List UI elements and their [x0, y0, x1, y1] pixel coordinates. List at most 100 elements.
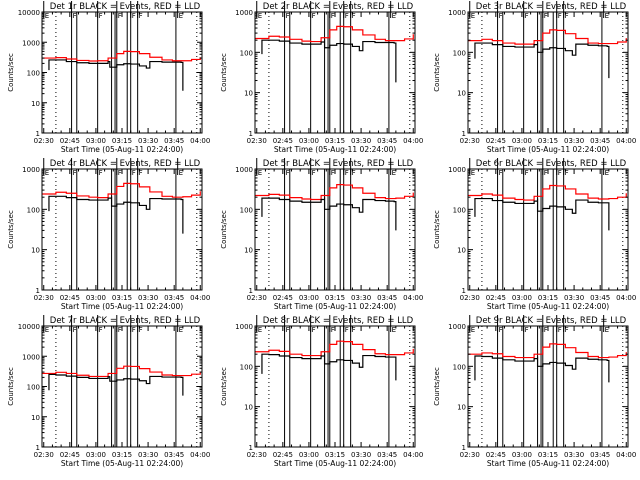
flag-label: E — [605, 12, 609, 20]
flag-label: E — [258, 169, 262, 177]
flag-label: E — [45, 326, 49, 334]
flag-label: F — [345, 12, 349, 20]
y-tick-label: 100 — [453, 206, 466, 214]
flag-label: F — [139, 326, 143, 334]
x-tick-label: 03:30 — [138, 294, 158, 302]
x-tick-label: 02:30 — [247, 294, 267, 302]
panel-title: Det 4r BLACK = Events, RED = LLD — [50, 159, 201, 169]
x-tick-label: 03:00 — [299, 137, 319, 145]
y-tick-label: 1 — [462, 444, 466, 452]
flag-label: E — [258, 326, 262, 334]
x-tick-label: 03:45 — [590, 451, 610, 459]
x-axis-label: Start Time (05-Aug-11 02:24:00) — [274, 145, 396, 154]
y-tick-label: 1 — [36, 287, 40, 295]
y-tick-label: 100 — [27, 206, 40, 214]
flag-label: F — [312, 169, 316, 177]
x-tick-label: 03:30 — [564, 294, 584, 302]
flag-label: F — [132, 169, 136, 177]
flag-label: F — [558, 326, 562, 334]
plot-frame — [41, 11, 203, 134]
panel-title: Det 3r BLACK = Events, RED = LLD — [476, 2, 627, 12]
y-tick-label: 1 — [249, 130, 253, 138]
x-tick-label: 03:45 — [377, 294, 397, 302]
plot-frame — [41, 168, 203, 291]
series-events — [474, 42, 610, 79]
x-tick-label: 04:00 — [403, 451, 423, 459]
x-tick-label: 03:30 — [564, 451, 584, 459]
y-tick-label: 1000 — [22, 353, 40, 361]
y-tick-label: 10 — [457, 90, 466, 98]
flag-label: F — [73, 326, 77, 334]
flag-label: F — [525, 12, 529, 20]
y-tick-label: 10 — [31, 414, 40, 422]
x-tick-label: 03:15 — [325, 451, 345, 459]
flag-label: E — [258, 12, 262, 20]
flag-label: F — [544, 12, 548, 20]
y-tick-label: 10 — [457, 247, 466, 255]
flag-label: F — [331, 326, 335, 334]
y-tick-label: 10 — [244, 404, 253, 412]
flag-label: E — [392, 12, 396, 20]
y-tick-label: 100 — [240, 49, 253, 57]
panel-title: Det 8r BLACK = Events, RED = LLD — [263, 316, 414, 326]
y-tick-label: 1000 — [235, 9, 253, 17]
x-tick-label: 02:45 — [273, 451, 293, 459]
x-tick-label: 02:45 — [273, 294, 293, 302]
x-tick-label: 03:30 — [138, 451, 158, 459]
flag-label: F — [73, 169, 77, 177]
panel-title: Det 5r BLACK = Events, RED = LLD — [263, 159, 414, 169]
series-lld — [468, 29, 627, 45]
x-tick-label: 03:00 — [512, 137, 532, 145]
flag-label: F — [499, 169, 503, 177]
y-tick-label: 100 — [27, 70, 40, 78]
plot-frame — [41, 325, 203, 448]
y-tick-label: 1 — [462, 130, 466, 138]
y-axis-label: Counts/sec — [433, 53, 441, 92]
series-lld — [255, 184, 414, 201]
flag-label: E — [471, 169, 475, 177]
x-tick-label: 04:00 — [403, 137, 423, 145]
x-tick-label: 03:15 — [112, 451, 132, 459]
flag-label: F — [352, 12, 356, 20]
y-tick-label: 1000 — [235, 166, 253, 174]
flag-label: F — [345, 169, 349, 177]
x-tick-label: 03:15 — [538, 451, 558, 459]
x-tick-label: 03:00 — [86, 137, 106, 145]
y-tick-label: 10 — [244, 90, 253, 98]
y-tick-label: 1000 — [448, 9, 466, 17]
plot-frame — [467, 325, 629, 448]
series-lld — [255, 25, 414, 43]
series-lld — [42, 50, 201, 62]
x-tick-label: 03:45 — [590, 294, 610, 302]
flag-label: F — [525, 169, 529, 177]
x-tick-label: 02:45 — [273, 137, 293, 145]
x-tick-label: 04:00 — [190, 137, 210, 145]
flag-label: E — [45, 12, 49, 20]
flag-label: E — [179, 169, 183, 177]
y-axis-label: Counts/sec — [7, 210, 15, 249]
x-tick-label: 03:30 — [351, 137, 371, 145]
series-lld — [255, 340, 414, 357]
x-tick-label: 03:45 — [377, 451, 397, 459]
flag-label: F — [525, 326, 529, 334]
y-tick-label: 100 — [240, 206, 253, 214]
flag-label: F — [499, 12, 503, 20]
y-tick-label: 1 — [462, 287, 466, 295]
flag-label: E — [471, 12, 475, 20]
series-lld — [468, 184, 627, 201]
x-tick-label: 03:30 — [564, 137, 584, 145]
x-tick-label: 02:45 — [60, 451, 80, 459]
series-events — [48, 373, 184, 396]
y-tick-label: 100 — [240, 363, 253, 371]
x-tick-label: 04:00 — [403, 294, 423, 302]
x-axis-label: Start Time (05-Aug-11 02:24:00) — [487, 302, 609, 311]
panel-title: Det 6r BLACK = Events, RED = LLD — [476, 159, 627, 169]
y-tick-label: 100 — [453, 363, 466, 371]
x-tick-label: 03:15 — [325, 294, 345, 302]
x-tick-label: 03:00 — [512, 294, 532, 302]
y-tick-label: 1000 — [448, 323, 466, 331]
series-events — [48, 195, 184, 234]
